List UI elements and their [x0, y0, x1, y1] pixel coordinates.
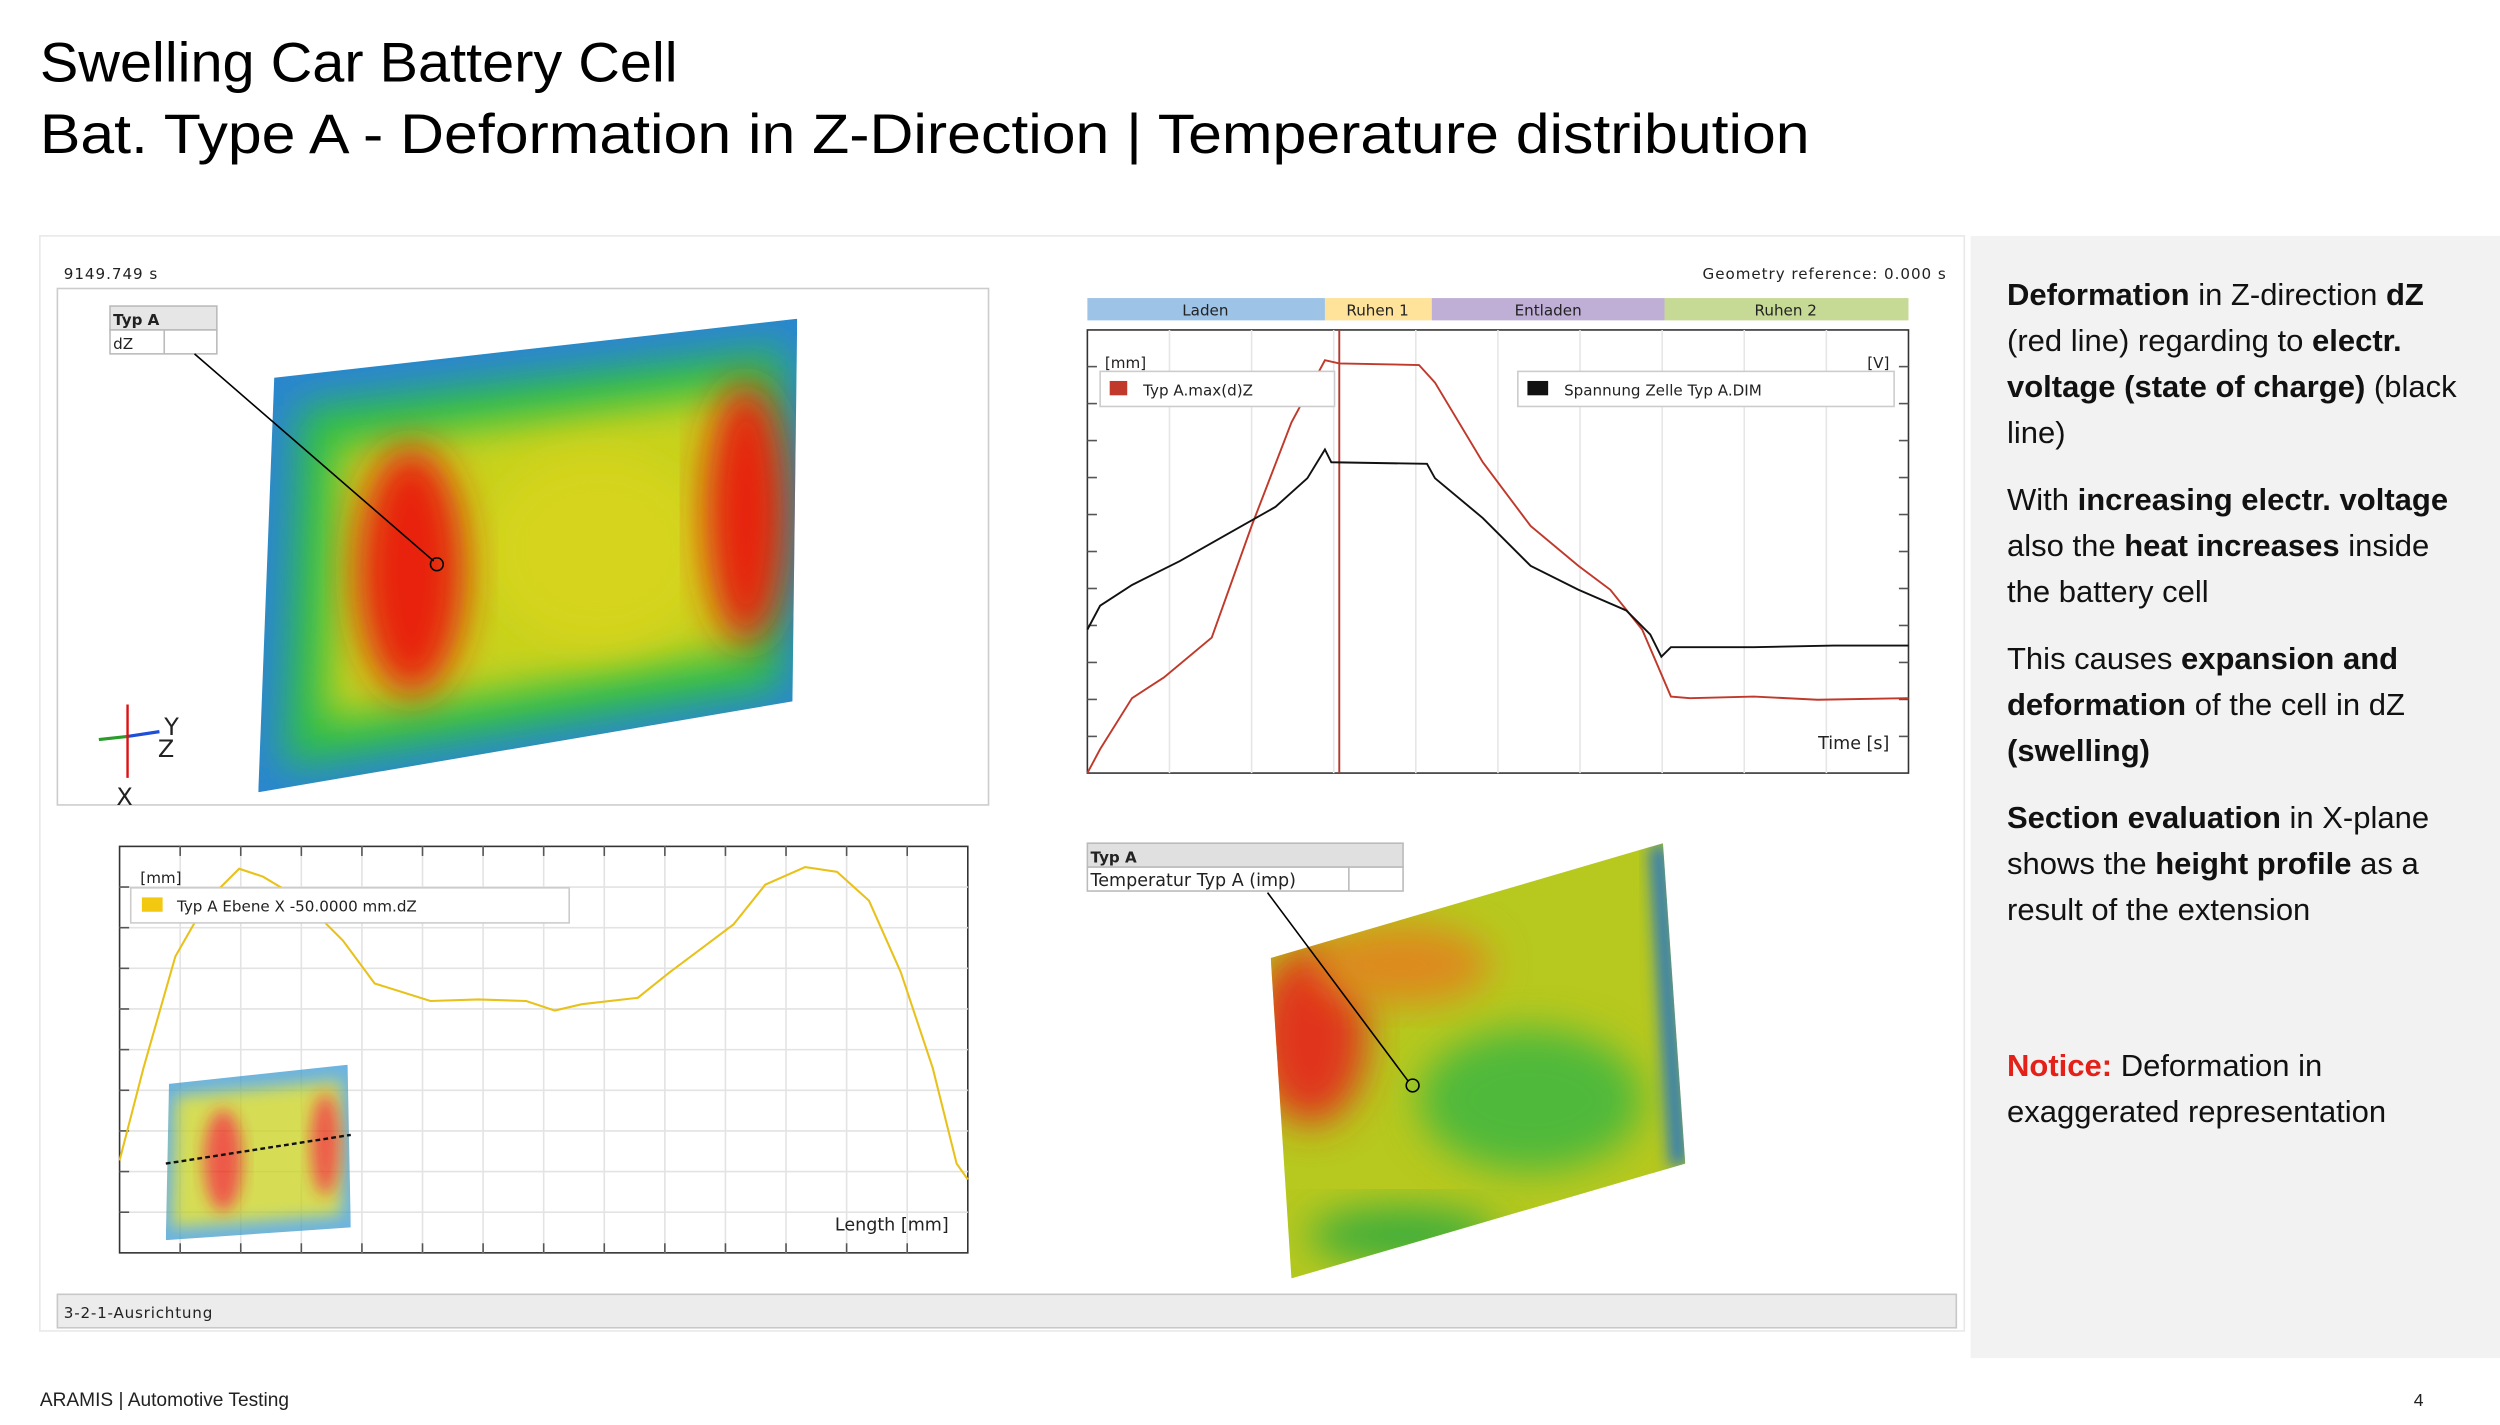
section-thumbnail: [165, 1064, 351, 1241]
thumb-hot: [310, 1093, 340, 1196]
leader-line: [1266, 892, 1409, 1082]
text-run: dZ: [2385, 277, 2424, 312]
text-run: also the: [2007, 528, 2125, 563]
text-run: electr. voltage (state of charge): [2007, 323, 2402, 404]
legend-label: Typ A Ebene X -50.0000 mm.dZ: [176, 898, 417, 916]
legend-box: [129, 887, 570, 924]
x-axis-label: Time [s]: [1817, 734, 1889, 754]
text-run: This causes: [2007, 641, 2182, 676]
sidebar: Deformation in Z-direction dZ (red line)…: [2007, 272, 2465, 1156]
legend-box: [1099, 370, 1336, 408]
phase-bar: [1087, 298, 1325, 321]
deformation-heatmap: [258, 318, 798, 793]
axis-label: Y: [163, 713, 179, 741]
heat-warm: [1315, 924, 1491, 1005]
text-run: inside the battery cell: [2007, 528, 2430, 609]
text-run: (black line): [2007, 369, 2457, 450]
phase-label: Laden: [1182, 302, 1228, 320]
text-run: Deformation in exaggerated representatio…: [2007, 1048, 2387, 1129]
sidebar-paragraph: This causes expansion and deformation of…: [2007, 636, 2465, 774]
phase-bar: [1324, 298, 1432, 321]
sidebar-paragraph: With increasing electr. voltage also the…: [2007, 477, 2465, 615]
text-run: increasing electr. voltage: [2077, 482, 2449, 517]
heat-hot: [1270, 948, 1367, 1124]
text-run: (red line) regarding to: [2007, 323, 2312, 358]
phase-label: Ruhen 2: [1755, 302, 1817, 320]
text-run: (swelling): [2007, 733, 2150, 768]
heat-cool: [1419, 1028, 1643, 1172]
status-bar: [56, 1293, 1958, 1329]
legend-box: [1517, 370, 1895, 408]
text-run: heat increases: [2124, 528, 2340, 563]
legend-swatch: [141, 897, 163, 912]
legend-label: Typ A.max(d)Z: [1142, 381, 1253, 399]
label-value: Temperatur Typ A (imp): [1090, 871, 1296, 891]
text-run: of the cell in dZ: [2186, 687, 2405, 722]
text-run: With: [2007, 482, 2078, 517]
sidebar-paragraph: Notice: Deformation in exaggerated repre…: [2007, 1043, 2465, 1135]
thumb-hot: [204, 1109, 243, 1212]
label-value: dZ: [113, 335, 133, 353]
title: Swelling Car Battery Cell: [40, 30, 678, 93]
text-run: in X-plane shows the: [2007, 800, 2430, 881]
section-curve: [118, 866, 969, 1181]
probe-point: [1405, 1078, 1420, 1093]
legend-label: Spannung Zelle Typ A.DIM: [1564, 381, 1762, 399]
heat-center: [486, 454, 710, 646]
time-label: 9149.749 s: [64, 265, 158, 283]
y2-unit: [V]: [1867, 354, 1889, 372]
probe-point: [429, 557, 445, 572]
voltage-curve: [1086, 447, 1909, 659]
label-title: Typ A: [113, 311, 159, 329]
leader-line: [193, 353, 435, 562]
x-axis-label: Length [mm]: [835, 1216, 949, 1236]
heat-hot-right: [704, 382, 788, 644]
heat-edge: [1650, 843, 1686, 1169]
phase-label: Entladen: [1515, 302, 1582, 320]
sidebar-background: [1970, 235, 2500, 1359]
sidebar-paragraph: Section evaluation in X-plane shows the …: [2007, 795, 2465, 933]
axis-z: [127, 730, 160, 738]
legend-swatch: [1527, 380, 1549, 396]
text-run: Section evaluation: [2007, 800, 2281, 835]
deformation-curve: [1086, 359, 1909, 774]
heat-hot-left: [357, 446, 466, 695]
text-run: Deformation: [2007, 277, 2190, 312]
label-title: Typ A: [1091, 848, 1137, 866]
axis-label: X: [116, 783, 132, 811]
text-run: as a result of the extension: [2007, 846, 2419, 927]
subtitle: Bat. Type A - Deformation in Z-Direction…: [40, 102, 1810, 165]
y-unit: [mm]: [1105, 354, 1146, 372]
text-run: Notice:: [2007, 1048, 2113, 1083]
axis-label: Z: [158, 735, 174, 763]
sidebar-paragraph: Deformation in Z-direction dZ (red line)…: [2007, 272, 2465, 456]
text-run: expansion and deformation: [2007, 641, 2399, 722]
legend-swatch: [1109, 380, 1128, 396]
page-number: 4: [2414, 1390, 2424, 1410]
text-run: height profile: [2155, 846, 2352, 881]
label-box: [1086, 866, 1404, 892]
y-unit: [mm]: [140, 869, 181, 887]
section-line: [165, 1133, 351, 1165]
geometry-reference: Geometry reference: 0.000 s: [1703, 265, 1947, 283]
status-text: 3-2-1-Ausrichtung: [64, 1304, 213, 1322]
footer-text: ARAMIS | Automotive Testing: [40, 1390, 289, 1411]
phase-label: Ruhen 1: [1346, 302, 1408, 320]
axis-y: [98, 734, 128, 742]
phase-bar: [1431, 298, 1665, 321]
phase-bar: [1664, 298, 1909, 321]
text-run: in Z-direction: [2189, 277, 2386, 312]
